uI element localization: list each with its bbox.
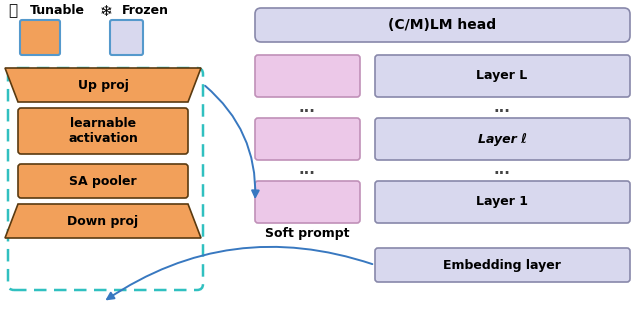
FancyBboxPatch shape xyxy=(375,118,630,160)
FancyBboxPatch shape xyxy=(18,164,188,198)
Text: Layer ℓ: Layer ℓ xyxy=(477,132,527,145)
Text: ...: ... xyxy=(299,99,316,114)
FancyBboxPatch shape xyxy=(255,8,630,42)
Text: (C/M)LM head: (C/M)LM head xyxy=(388,18,496,32)
Text: ...: ... xyxy=(493,162,511,177)
FancyBboxPatch shape xyxy=(255,55,360,97)
Text: Down proj: Down proj xyxy=(67,215,139,228)
Text: Layer 1: Layer 1 xyxy=(476,196,528,209)
Text: Soft prompt: Soft prompt xyxy=(265,228,349,241)
FancyBboxPatch shape xyxy=(375,181,630,223)
FancyBboxPatch shape xyxy=(110,20,143,55)
Text: ...: ... xyxy=(299,162,316,177)
Text: Frozen: Frozen xyxy=(122,5,169,18)
Text: ❄️: ❄️ xyxy=(100,4,113,19)
Text: Embedding layer: Embedding layer xyxy=(443,259,561,272)
Text: ...: ... xyxy=(493,99,511,114)
FancyBboxPatch shape xyxy=(375,55,630,97)
FancyBboxPatch shape xyxy=(255,118,360,160)
FancyBboxPatch shape xyxy=(255,181,360,223)
FancyBboxPatch shape xyxy=(18,108,188,154)
Text: learnable
activation: learnable activation xyxy=(68,117,138,145)
Text: Tunable: Tunable xyxy=(30,5,85,18)
FancyBboxPatch shape xyxy=(375,248,630,282)
Polygon shape xyxy=(5,68,201,102)
Polygon shape xyxy=(5,204,201,238)
Text: Up proj: Up proj xyxy=(77,79,129,92)
Text: 🔥: 🔥 xyxy=(8,4,17,19)
Text: Layer L: Layer L xyxy=(476,69,527,82)
Text: SA pooler: SA pooler xyxy=(69,174,137,187)
FancyBboxPatch shape xyxy=(20,20,60,55)
